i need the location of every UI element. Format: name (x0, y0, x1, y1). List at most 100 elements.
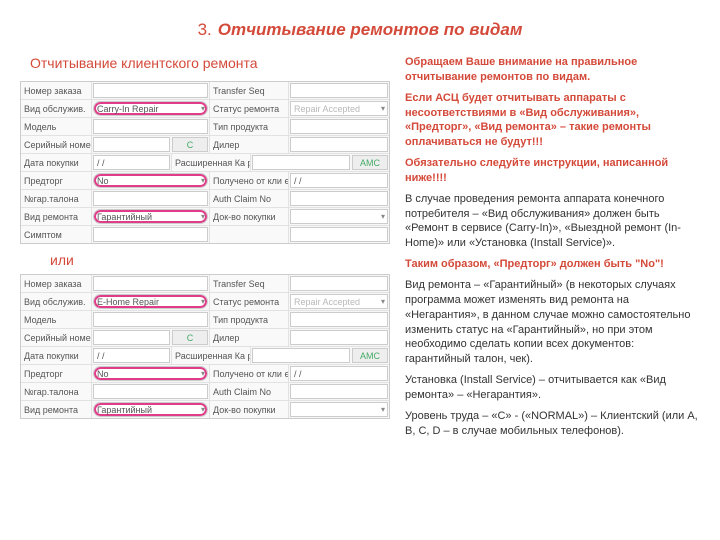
subheading: Отчитывание клиентского ремонта (30, 55, 390, 71)
field-input[interactable] (93, 312, 208, 327)
field-label: Серийный номер (21, 136, 92, 153)
field-input[interactable] (93, 330, 170, 345)
field-input[interactable] (93, 384, 208, 399)
para-5: Таким образом, «Предторг» должен быть "N… (405, 257, 700, 272)
field-input[interactable]: Гарантийный (93, 402, 208, 417)
field-input[interactable] (93, 227, 208, 242)
field-input[interactable]: / / (93, 155, 170, 170)
form-row: Вид ремонтаГарантийныйДок-во покупки (21, 208, 389, 226)
field-label: Дата покупки (21, 154, 92, 171)
field-label: Док-во покупки (209, 208, 289, 225)
field-input[interactable] (93, 83, 208, 98)
field-input[interactable]: No (93, 366, 208, 381)
field-button[interactable]: AMC (352, 348, 388, 363)
field-label: Номер заказа (21, 275, 92, 292)
field-label: №гар.талона (21, 383, 92, 400)
para-6: Вид ремонта – «Гарантийный» (в некоторых… (405, 278, 700, 367)
para-1: Обращаем Ваше внимание на правильное отч… (405, 55, 700, 85)
field-label: Расширенная Ка рточка (171, 154, 251, 171)
form-2: Номер заказаTransfer SeqВид обслужив.E-H… (20, 274, 390, 419)
field-input[interactable] (290, 384, 388, 399)
field-input[interactable]: Repair Accepted (290, 294, 388, 309)
form-row: Дата покупки/ /Расширенная Ка рточкаAMC (21, 347, 389, 365)
form-row: Серийный номер CДилер (21, 136, 389, 154)
field-button[interactable]: AMC (352, 155, 388, 170)
para-4: В случае проведения ремонта аппарата кон… (405, 192, 700, 251)
form-row: Номер заказа Transfer Seq (21, 82, 389, 100)
field-input[interactable]: Гарантийный (93, 209, 208, 224)
field-label: Вид обслужив. (21, 100, 92, 117)
field-label: Вид обслужив. (21, 293, 92, 310)
field-label: Док-во покупки (209, 401, 289, 418)
para-2: Если АСЦ будет отчитывать аппараты с нес… (405, 91, 700, 150)
field-input[interactable] (252, 155, 350, 170)
field-input[interactable]: Carry-In Repair (93, 101, 208, 116)
form-row: Серийный номер CДилер (21, 329, 389, 347)
field-input[interactable] (290, 227, 388, 242)
field-label: №гар.талона (21, 190, 92, 207)
field-input[interactable]: Repair Accepted (290, 101, 388, 116)
para-8: Уровень труда – «C» - («NORMAL») – Клиен… (405, 409, 700, 439)
field-input[interactable]: / / (290, 173, 388, 188)
or-label: или (50, 252, 390, 268)
field-input[interactable] (290, 330, 388, 345)
field-label: Предторг (21, 172, 92, 189)
form-row: №гар.талона Auth Claim No (21, 383, 389, 401)
left-column: Отчитывание клиентского ремонта Номер за… (20, 55, 390, 444)
field-label: Модель (21, 311, 92, 328)
form-row: Вид ремонтаГарантийныйДок-во покупки (21, 401, 389, 418)
field-button[interactable]: C (172, 330, 208, 345)
field-label: Дилер (209, 136, 289, 153)
field-label: Transfer Seq (209, 82, 289, 99)
form-row: МодельТип продукта (21, 311, 389, 329)
field-input[interactable]: No (93, 173, 208, 188)
field-input[interactable]: E-Home Repair (93, 294, 208, 309)
form-1: Номер заказаTransfer SeqВид обслужив.Car… (20, 81, 390, 244)
form-row: Дата покупки/ /Расширенная Ка рточка AMC (21, 154, 389, 172)
field-label: Auth Claim No (209, 383, 289, 400)
field-label: Вид ремонта (21, 401, 92, 418)
field-label: Статус ремонта (209, 100, 289, 117)
field-label: Номер заказа (21, 82, 92, 99)
right-column: Обращаем Ваше внимание на правильное отч… (405, 55, 700, 444)
title-text: Отчитывание ремонтов по видам (218, 20, 523, 39)
field-input[interactable] (290, 191, 388, 206)
field-label: Получено от кли ента (209, 172, 289, 189)
form-row: №гар.талона Auth Claim No (21, 190, 389, 208)
field-input[interactable] (93, 119, 208, 134)
field-input[interactable] (93, 137, 170, 152)
field-label: Тип продукта (209, 118, 289, 135)
field-label: Дата покупки (21, 347, 92, 364)
field-input[interactable] (290, 312, 388, 327)
field-input[interactable] (290, 276, 388, 291)
para-3: Обязательно следуйте инструкции, написан… (405, 156, 700, 186)
page-title: 3. Отчитывание ремонтов по видам (20, 20, 700, 40)
form-row: Вид обслужив.Carry-In RepairСтатус ремон… (21, 100, 389, 118)
field-label: Вид ремонта (21, 208, 92, 225)
title-number: 3. (198, 20, 212, 39)
form-row: Симптом (21, 226, 389, 243)
field-input[interactable]: / / (290, 366, 388, 381)
field-input[interactable] (290, 402, 388, 417)
field-input[interactable] (93, 276, 208, 291)
field-input[interactable]: / / (93, 348, 170, 363)
form-row: Номер заказа Transfer Seq (21, 275, 389, 293)
field-input[interactable] (290, 119, 388, 134)
field-label: Статус ремонта (209, 293, 289, 310)
form-row: Вид обслужив.E-Home RepairСтатус ремонта… (21, 293, 389, 311)
field-input[interactable] (93, 191, 208, 206)
field-input[interactable] (290, 137, 388, 152)
field-input[interactable] (252, 348, 350, 363)
form-row: ПредторгNoПолучено от кли ента/ / (21, 172, 389, 190)
para-7: Установка (Install Service) – отчитывает… (405, 373, 700, 403)
field-label: Дилер (209, 329, 289, 346)
field-input[interactable] (290, 83, 388, 98)
field-label: Модель (21, 118, 92, 135)
field-label: Auth Claim No (209, 190, 289, 207)
field-label: Симптом (21, 226, 92, 243)
field-label: Серийный номер (21, 329, 92, 346)
field-button[interactable]: C (172, 137, 208, 152)
field-label: Transfer Seq (209, 275, 289, 292)
field-input[interactable] (290, 209, 388, 224)
field-label: Предторг (21, 365, 92, 382)
